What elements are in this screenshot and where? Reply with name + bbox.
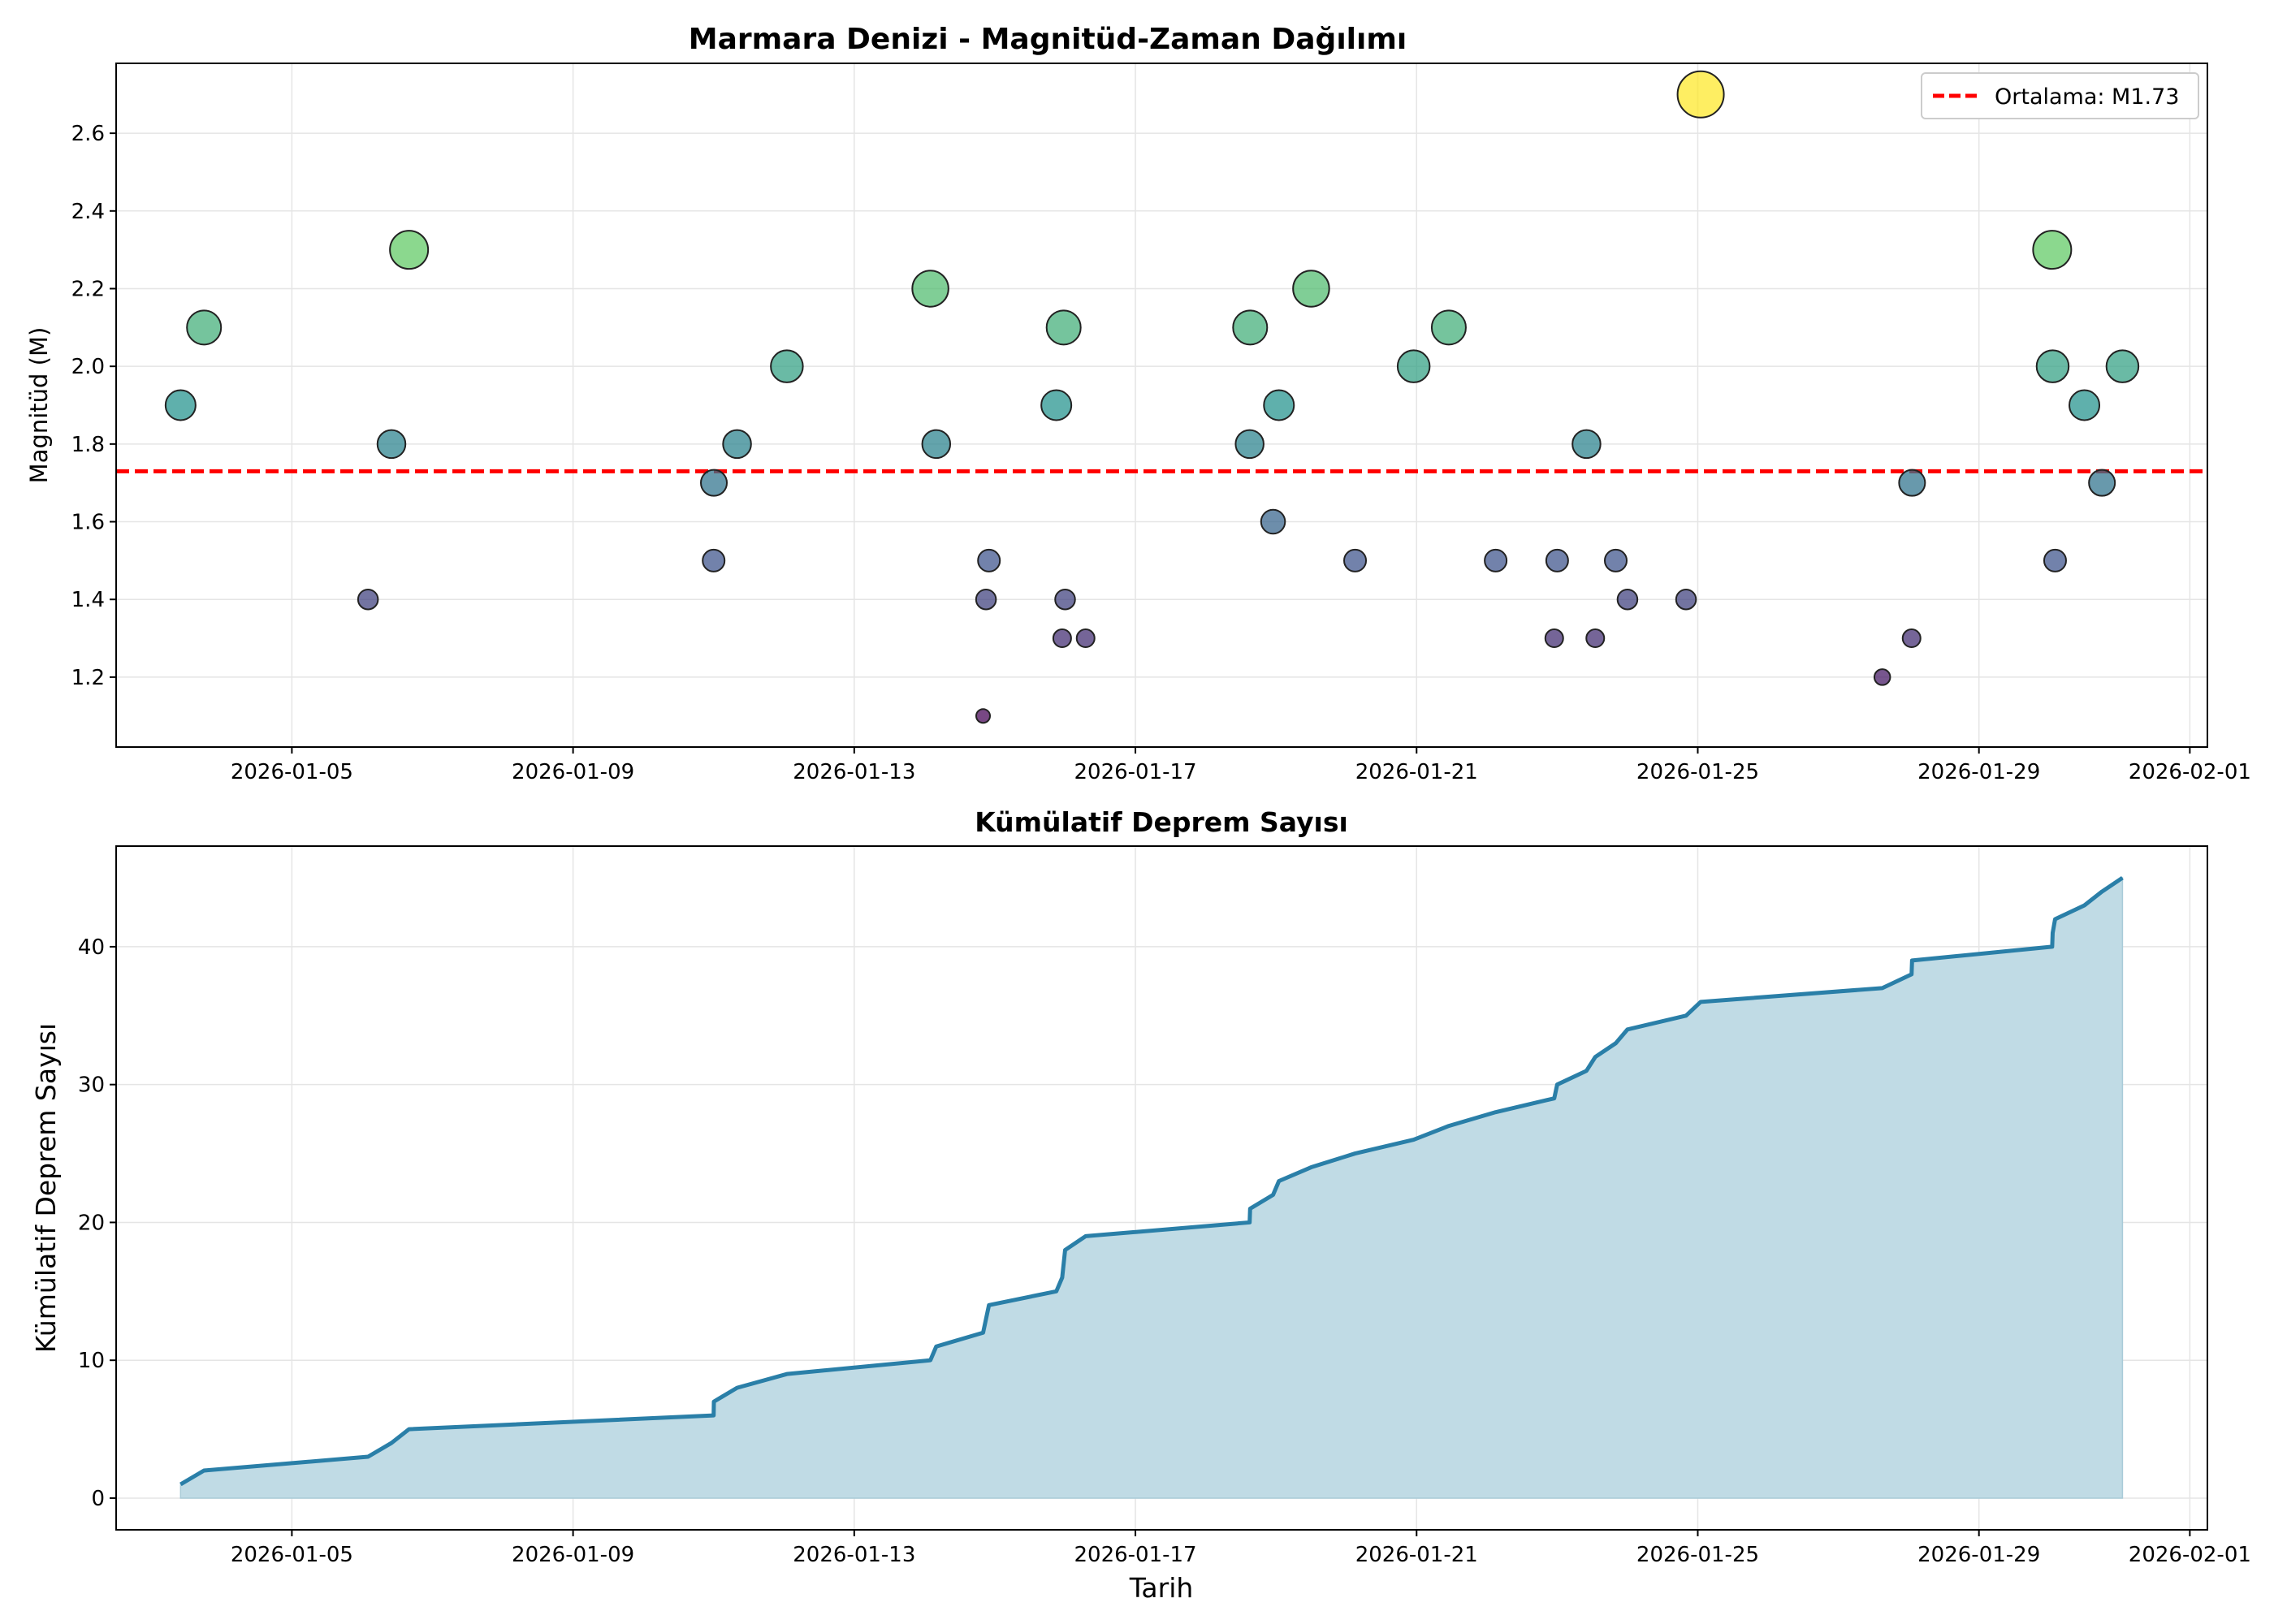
scatter-point [921, 429, 952, 460]
scatter-point [357, 588, 379, 611]
x-tick-label: 2026-01-21 [1355, 760, 1478, 784]
scatter-point [2032, 230, 2073, 270]
x-tick-label: 2026-01-05 [231, 1543, 353, 1567]
scatter-point [1873, 668, 1891, 686]
scatter-title: Marmara Denizi - Magnitüd-Zaman Dağılımı [689, 23, 1407, 56]
cumulative-y-ticks: 0 10 20 30 40 [78, 935, 116, 1511]
y-tick-label: 30 [78, 1073, 105, 1098]
scatter-point [1263, 389, 1295, 421]
scatter-point [1585, 628, 1606, 649]
y-tick-label: 10 [78, 1349, 105, 1373]
legend-box [1921, 72, 2199, 119]
y-tick-label: 1.2 [71, 666, 105, 690]
x-tick-label: 2026-01-29 [1917, 1543, 2040, 1567]
cumulative-x-axis-label: Tarih [1129, 1572, 1194, 1604]
cumulative-panel: Kümülatif Deprem Sayısı 2026-01-05 2026-0… [30, 806, 2251, 1604]
x-tick-label: 2026-01-25 [1636, 1543, 1759, 1567]
x-tick-label: 2026-01-17 [1074, 760, 1196, 784]
x-tick-label: 2026-01-13 [793, 760, 915, 784]
scatter-point [376, 429, 407, 460]
scatter-point [186, 309, 223, 346]
y-tick-label: 1.6 [71, 511, 105, 535]
scatter-point [1676, 70, 1725, 119]
x-tick-label: 2026-01-17 [1074, 1543, 1196, 1567]
scatter-point [1292, 270, 1330, 308]
scatter-point [1430, 309, 1467, 346]
scatter-point [2069, 389, 2101, 421]
scatter-point [1484, 548, 1508, 572]
legend-mean-label: Ortalama: M1.73 [1995, 84, 2179, 110]
y-tick-label: 2.0 [71, 355, 105, 379]
cumulative-x-ticks: 2026-01-05 2026-01-09 2026-01-13 2026-01-17… [231, 1530, 2251, 1567]
scatter-point [1045, 309, 1082, 346]
cumulative-area [179, 875, 2124, 1499]
magnitude-time-panel: Marmara Denizi - Magnitüd-Zaman Dağılımı… [25, 23, 2251, 784]
scatter-point [911, 270, 949, 308]
scatter-point [770, 349, 804, 383]
y-tick-label: 1.4 [71, 588, 105, 612]
scatter-point [975, 588, 997, 611]
scatter-point [1054, 588, 1076, 611]
y-tick-label: 0 [91, 1487, 105, 1511]
y-tick-label: 20 [78, 1211, 105, 1235]
scatter-point [975, 708, 992, 724]
cumulative-axes-frame [115, 845, 2208, 1531]
scatter-point [1901, 628, 1922, 649]
scatter-y-ticks: 1.2 1.4 1.6 1.8 2.0 2.2 2.4 2.6 [71, 122, 116, 690]
scatter-point [389, 230, 430, 270]
scatter-point [1040, 389, 1073, 421]
scatter-point [1396, 349, 1431, 383]
x-tick-label: 2026-02-01 [2129, 760, 2251, 784]
scatter-point [1545, 548, 1569, 572]
y-tick-label: 2.2 [71, 277, 105, 301]
y-tick-label: 2.4 [71, 200, 105, 224]
legend: Ortalama: M1.73 [1921, 72, 2199, 119]
scatter-grid [116, 63, 2207, 747]
scatter-axes-frame [115, 63, 2208, 748]
scatter-point [1234, 429, 1265, 460]
scatter-point [1052, 628, 1072, 649]
scatter-point [1544, 628, 1564, 649]
scatter-point [2043, 548, 2067, 572]
scatter-point [2088, 469, 2116, 497]
y-tick-label: 1.8 [71, 433, 105, 457]
x-tick-label: 2026-01-13 [793, 1543, 915, 1567]
y-tick-label: 40 [78, 935, 105, 960]
x-tick-label: 2026-01-21 [1355, 1543, 1478, 1567]
x-tick-label: 2026-01-05 [231, 760, 353, 784]
y-tick-label: 2.6 [71, 122, 105, 146]
scatter-point [1616, 588, 1639, 611]
scatter-point [1343, 548, 1368, 572]
scatter-point [2035, 349, 2070, 383]
scatter-point [1571, 429, 1602, 460]
scatter-point [1603, 548, 1628, 572]
scatter-y-axis-label: Magnitüd (M) [25, 327, 53, 484]
scatter-point [702, 548, 726, 572]
scatter-point [1075, 628, 1096, 649]
x-tick-label: 2026-01-09 [512, 1543, 634, 1567]
cumulative-title: Kümülatif Deprem Sayısı [975, 806, 1348, 838]
scatter-point [1675, 588, 1697, 611]
scatter-point [1260, 508, 1286, 535]
scatter-point [1898, 469, 1926, 497]
scatter-point [700, 469, 728, 497]
scatter-point [164, 389, 197, 421]
x-tick-label: 2026-01-25 [1636, 760, 1759, 784]
x-tick-label: 2026-02-01 [2129, 1543, 2251, 1567]
x-tick-label: 2026-01-09 [512, 760, 634, 784]
x-tick-label: 2026-01-29 [1917, 760, 2040, 784]
cumulative-y-axis-label: Kümülatif Deprem Sayısı [30, 1023, 62, 1353]
scatter-point [1232, 309, 1269, 346]
scatter-point [2105, 349, 2140, 383]
scatter-x-ticks: 2026-01-05 2026-01-09 2026-01-13 2026-01-17… [231, 747, 2251, 784]
scatter-point [722, 429, 752, 460]
scatter-point [977, 548, 1001, 572]
scatter-points [164, 70, 2140, 724]
cumulative-line [179, 875, 2124, 1487]
